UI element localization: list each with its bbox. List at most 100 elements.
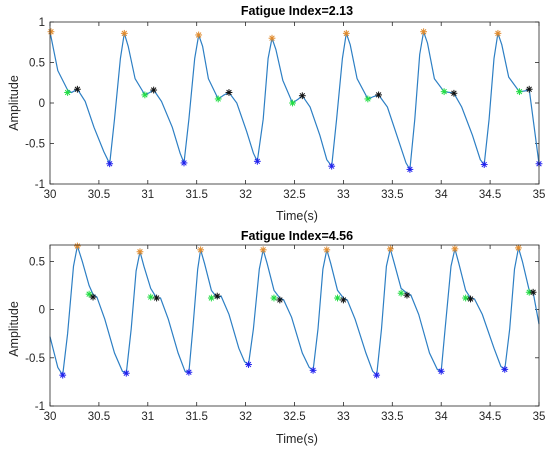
signal-line: [49, 31, 540, 172]
trough-marker: [373, 371, 381, 379]
peak-marker: [515, 244, 522, 252]
y-tick-label: 0: [39, 98, 45, 110]
trough-marker: [328, 162, 336, 170]
x-tick-label: 30: [44, 411, 57, 423]
x-tick-label: 32: [239, 411, 252, 423]
x-tick-label: 32: [239, 189, 252, 201]
dicrotic-marker: [89, 293, 97, 301]
x-tick-label: 33.5: [381, 411, 403, 423]
trough-marker: [480, 161, 488, 168]
dicrotic-marker: [450, 89, 458, 97]
peak-marker: [494, 29, 502, 37]
x-tick-label: 34: [435, 411, 448, 423]
notch-marker: [85, 290, 93, 298]
x-tick-label: 34.5: [479, 411, 501, 423]
trough-marker: [406, 166, 414, 173]
y-tick-label: -0.5: [25, 353, 45, 365]
notch-marker: [207, 294, 215, 302]
trough-marker: [309, 366, 317, 374]
chart-top: Fatigue Index=2.13 Time(s) Amplitude 30 3…: [7, 4, 545, 223]
dicrotic-marker: [403, 291, 411, 299]
x-tick-label: 31: [141, 189, 154, 201]
x-tick-label: 32.5: [283, 189, 305, 201]
x-tick-label: 33.5: [381, 189, 403, 201]
peak-marker: [259, 246, 267, 254]
plot-marks: [47, 28, 543, 173]
dicrotic-marker: [150, 86, 158, 94]
dicrotic-marker: [225, 89, 233, 96]
x-axis-label: Time(s): [276, 209, 318, 223]
trough-marker: [253, 157, 261, 165]
x-tick-label: 33: [337, 189, 350, 201]
y-tick-label: -0.5: [25, 139, 45, 151]
peak-marker: [120, 29, 128, 37]
notch-marker: [64, 89, 72, 96]
peak-marker: [47, 28, 55, 36]
dicrotic-marker: [276, 296, 284, 304]
notch-marker: [334, 294, 341, 302]
peak-marker: [268, 34, 276, 42]
x-axis-label: Time(s): [276, 432, 318, 446]
dicrotic-marker: [153, 294, 161, 302]
notch-marker: [440, 88, 448, 96]
tick-labels: 30 30.5 31 31.5 32 32.5 33 33.5 34 34.5 35 -1 -0.5 0 0…: [25, 245, 545, 423]
plot-marks: [49, 242, 540, 379]
x-tick-label: 31.5: [186, 411, 208, 423]
y-tick-label: 0.5: [29, 58, 45, 70]
y-tick-label: 0.5: [29, 256, 45, 268]
trough-marker: [501, 365, 509, 373]
trough-marker: [106, 160, 114, 168]
x-tick-label: 32.5: [283, 411, 305, 423]
trough-marker: [245, 361, 252, 368]
x-tick-label: 35: [533, 189, 546, 201]
peak-marker: [197, 246, 205, 254]
dicrotic-marker: [340, 296, 347, 304]
notch-marker: [270, 294, 278, 302]
x-tick-label: 33: [337, 411, 350, 423]
dicrotic-marker: [467, 295, 474, 303]
chart-title: Fatigue Index=2.13: [241, 4, 353, 18]
y-tick-label: -1: [35, 401, 45, 413]
x-tick-label: 30.5: [88, 411, 110, 423]
x-tick-label: 31.5: [186, 189, 208, 201]
peak-marker: [195, 31, 203, 39]
peak-marker: [451, 245, 459, 253]
dicrotic-marker: [213, 292, 221, 300]
notch-marker: [397, 289, 405, 297]
y-tick-label: 0: [39, 305, 45, 317]
dicrotic-marker: [375, 91, 383, 99]
peak-marker: [342, 29, 350, 37]
peak-marker: [386, 245, 394, 253]
peak-marker: [73, 242, 81, 250]
signal-line: [49, 245, 540, 377]
trough-marker: [59, 371, 67, 379]
y-axis-label: Amplitude: [7, 301, 21, 357]
dicrotic-marker: [525, 85, 533, 93]
trough-marker: [122, 369, 130, 377]
notch-marker: [214, 95, 222, 103]
notch-marker: [516, 88, 523, 96]
chart-title: Fatigue Index=4.56: [241, 229, 353, 243]
x-tick-label: 31: [141, 411, 154, 423]
x-tick-label: 30: [44, 189, 57, 201]
notch-marker: [289, 99, 296, 107]
y-axis-label: Amplitude: [7, 75, 21, 131]
x-tick-label: 34.5: [479, 189, 501, 201]
notch-marker: [364, 95, 372, 103]
y-tick-label: -1: [35, 179, 45, 191]
notch-marker: [147, 293, 155, 301]
tick-labels: 30 30.5 31 31.5 32 32.5 33 33.5 34 34.5 35 -1 -0.5 0 0…: [25, 17, 545, 201]
dicrotic-marker: [298, 92, 306, 100]
x-tick-label: 30.5: [88, 189, 110, 201]
axes-box: [49, 21, 540, 185]
dicrotic-marker: [73, 85, 81, 93]
peak-marker: [420, 28, 427, 36]
notch-marker: [462, 294, 470, 302]
chart-bottom: Fatigue Index=4.56 Time(s) Amplitude 30 3…: [7, 229, 545, 446]
trough-marker: [437, 367, 445, 375]
axes-box: [49, 244, 540, 407]
y-tick-label: 1: [39, 17, 45, 29]
x-tick-label: 35: [533, 411, 546, 423]
peak-marker: [136, 248, 144, 256]
